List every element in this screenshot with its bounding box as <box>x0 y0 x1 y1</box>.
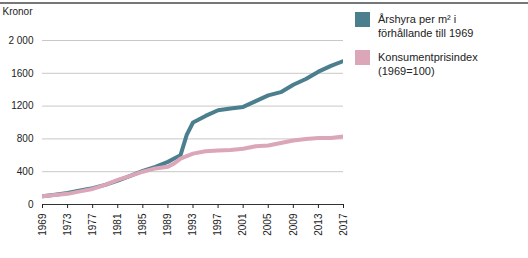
svg-text:2013: 2013 <box>313 213 324 236</box>
svg-text:1973: 1973 <box>62 213 73 236</box>
svg-text:1600: 1600 <box>11 68 34 79</box>
html-text:Konsumentprisindex (1969=100): Konsumentprisindex (1969=100) <box>378 51 478 77</box>
svg-text:2017: 2017 <box>338 213 349 236</box>
svg-text:2009: 2009 <box>288 213 299 236</box>
svg-text:1993: 1993 <box>187 213 198 236</box>
svg-text:2001: 2001 <box>237 213 248 236</box>
svg-text:1997: 1997 <box>212 213 223 236</box>
svg-text:1985: 1985 <box>137 213 148 236</box>
svg-text:1200: 1200 <box>11 100 34 111</box>
svg-text:Kronor: Kronor <box>3 6 34 17</box>
svg-text:800: 800 <box>17 133 34 144</box>
svg-text:400: 400 <box>17 166 34 177</box>
svg-text:2005: 2005 <box>262 213 273 236</box>
svg-text:2 000: 2 000 <box>8 35 33 46</box>
svg-text:1989: 1989 <box>162 213 173 236</box>
svg-text:0: 0 <box>28 199 34 210</box>
svg-text:1977: 1977 <box>87 213 98 236</box>
svg-text:1981: 1981 <box>112 213 123 236</box>
svg-text:1969: 1969 <box>37 213 48 236</box>
html-text:Årshyra per m² i förhållande t: Årshyra per m² i förhållande till 1969 <box>378 13 474 39</box>
